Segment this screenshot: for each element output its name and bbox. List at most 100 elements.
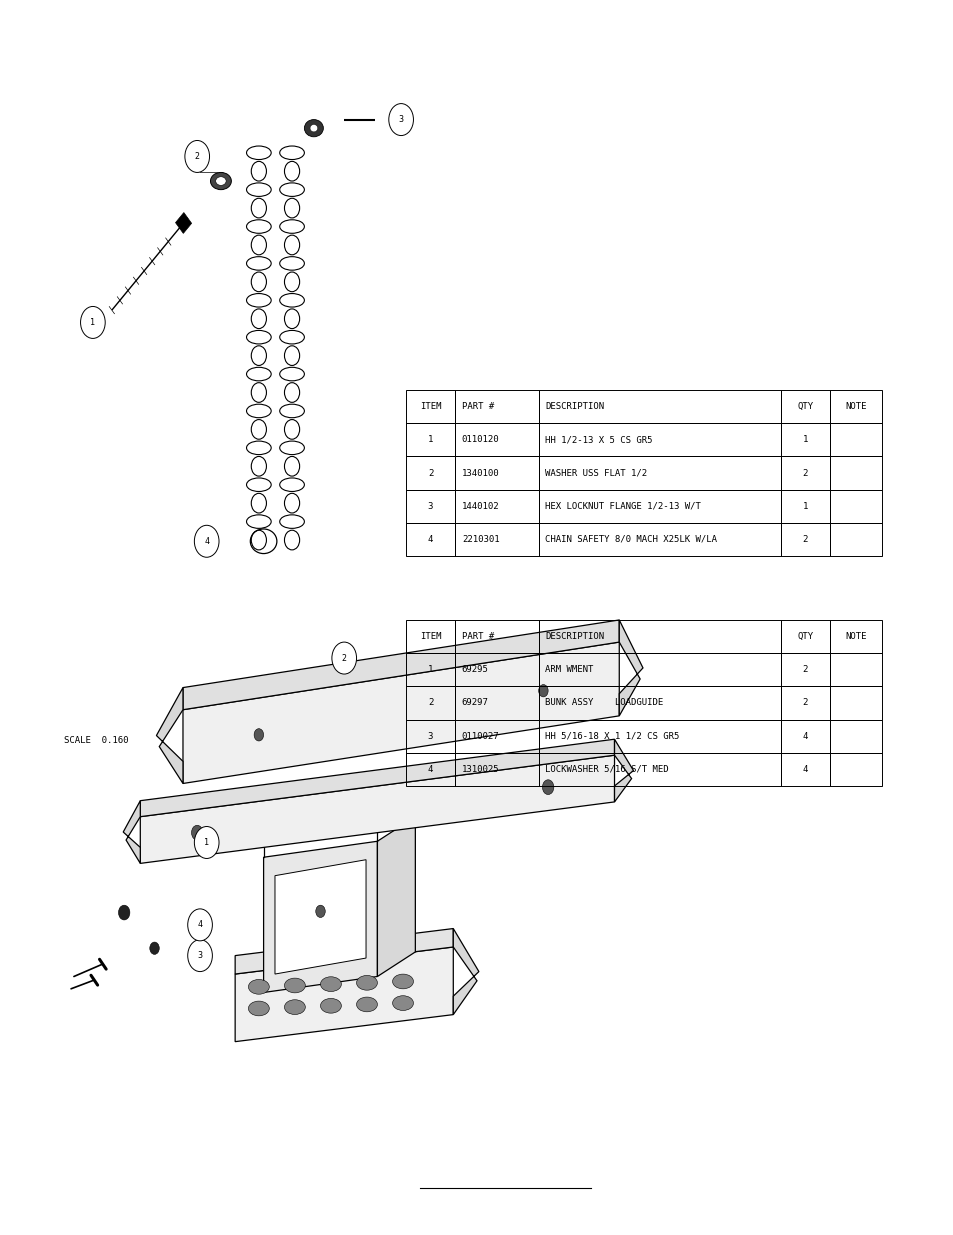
Text: 1440102: 1440102 (461, 501, 499, 511)
Polygon shape (618, 620, 642, 716)
Polygon shape (377, 816, 415, 977)
Bar (780, 687, 829, 720)
Text: 2: 2 (427, 699, 433, 708)
Polygon shape (183, 642, 618, 783)
Circle shape (315, 905, 325, 918)
Text: 1340100: 1340100 (461, 468, 499, 478)
Text: 3: 3 (427, 731, 433, 741)
Text: ITEM: ITEM (419, 403, 441, 411)
Ellipse shape (215, 177, 226, 185)
Bar (829, 457, 882, 489)
Text: 1: 1 (427, 666, 433, 674)
Circle shape (80, 306, 105, 338)
Text: 4: 4 (427, 764, 433, 774)
Bar (405, 457, 455, 489)
Bar (405, 653, 455, 687)
Circle shape (538, 684, 548, 697)
Text: 2210301: 2210301 (461, 535, 499, 543)
Text: 1: 1 (204, 839, 209, 847)
Circle shape (192, 825, 203, 840)
Bar (455, 687, 538, 720)
Circle shape (185, 141, 210, 173)
Text: QTY: QTY (797, 632, 812, 641)
Text: 3: 3 (427, 501, 433, 511)
Bar (455, 390, 538, 424)
Bar (829, 390, 882, 424)
Text: ITEM: ITEM (419, 632, 441, 641)
Bar (780, 620, 829, 653)
Text: 69295: 69295 (461, 666, 488, 674)
Text: 1: 1 (91, 317, 95, 327)
Text: 1: 1 (801, 436, 807, 445)
Ellipse shape (393, 995, 413, 1010)
Text: 2: 2 (801, 535, 807, 543)
Bar (829, 720, 882, 753)
Bar (405, 753, 455, 785)
Text: 4: 4 (197, 920, 202, 930)
Text: CHAIN SAFETY 8/0 MACH X25LK W/LA: CHAIN SAFETY 8/0 MACH X25LK W/LA (545, 535, 717, 543)
Circle shape (150, 942, 159, 955)
Circle shape (389, 104, 413, 136)
Polygon shape (614, 740, 633, 802)
Bar (780, 522, 829, 556)
Bar (455, 753, 538, 785)
Text: HH 5/16-18 X 1 1/2 CS GR5: HH 5/16-18 X 1 1/2 CS GR5 (545, 731, 679, 741)
Ellipse shape (356, 976, 377, 990)
Bar (829, 489, 882, 522)
Text: WASHER USS FLAT 1/2: WASHER USS FLAT 1/2 (545, 468, 647, 478)
Circle shape (332, 642, 356, 674)
Text: SCALE  0.160: SCALE 0.160 (65, 736, 129, 745)
Ellipse shape (211, 173, 232, 190)
Bar (405, 620, 455, 653)
Text: HH 1/2-13 X 5 CS GR5: HH 1/2-13 X 5 CS GR5 (545, 436, 652, 445)
Ellipse shape (393, 974, 413, 989)
Bar (538, 687, 780, 720)
Bar (780, 489, 829, 522)
Text: NOTE: NOTE (844, 403, 865, 411)
Text: 3: 3 (398, 115, 403, 124)
Text: 0110120: 0110120 (461, 436, 499, 445)
Text: HEX LOCKNUT FLANGE 1/2-13 W/T: HEX LOCKNUT FLANGE 1/2-13 W/T (545, 501, 700, 511)
Text: 1: 1 (801, 501, 807, 511)
Bar (455, 457, 538, 489)
Polygon shape (183, 620, 618, 710)
Bar (538, 753, 780, 785)
Ellipse shape (320, 998, 341, 1013)
Polygon shape (263, 841, 377, 993)
Bar (538, 457, 780, 489)
Ellipse shape (310, 125, 317, 132)
Circle shape (194, 826, 219, 858)
Text: DESCRIPTION: DESCRIPTION (545, 403, 604, 411)
Bar (829, 522, 882, 556)
Bar (405, 489, 455, 522)
Bar (780, 390, 829, 424)
Circle shape (253, 729, 263, 741)
Text: 2: 2 (801, 699, 807, 708)
Text: 1310025: 1310025 (461, 764, 499, 774)
Bar (455, 424, 538, 457)
Bar (829, 620, 882, 653)
Bar (405, 720, 455, 753)
Polygon shape (140, 740, 614, 816)
Text: 2: 2 (801, 468, 807, 478)
Text: 3: 3 (197, 951, 202, 960)
Text: PART #: PART # (461, 632, 494, 641)
Text: NOTE: NOTE (844, 632, 865, 641)
Bar (780, 457, 829, 489)
Text: 2: 2 (194, 152, 199, 161)
Bar (829, 687, 882, 720)
Ellipse shape (284, 1000, 305, 1014)
Bar (538, 522, 780, 556)
Bar (538, 720, 780, 753)
Bar (829, 653, 882, 687)
Text: QTY: QTY (797, 403, 812, 411)
Ellipse shape (304, 120, 323, 137)
Text: BUNK ASSY    LOADGUIDE: BUNK ASSY LOADGUIDE (545, 699, 663, 708)
Polygon shape (453, 929, 478, 1015)
Text: DESCRIPTION: DESCRIPTION (545, 632, 604, 641)
Bar (455, 720, 538, 753)
Bar (455, 489, 538, 522)
Bar (829, 753, 882, 785)
Bar (405, 424, 455, 457)
Bar (405, 522, 455, 556)
